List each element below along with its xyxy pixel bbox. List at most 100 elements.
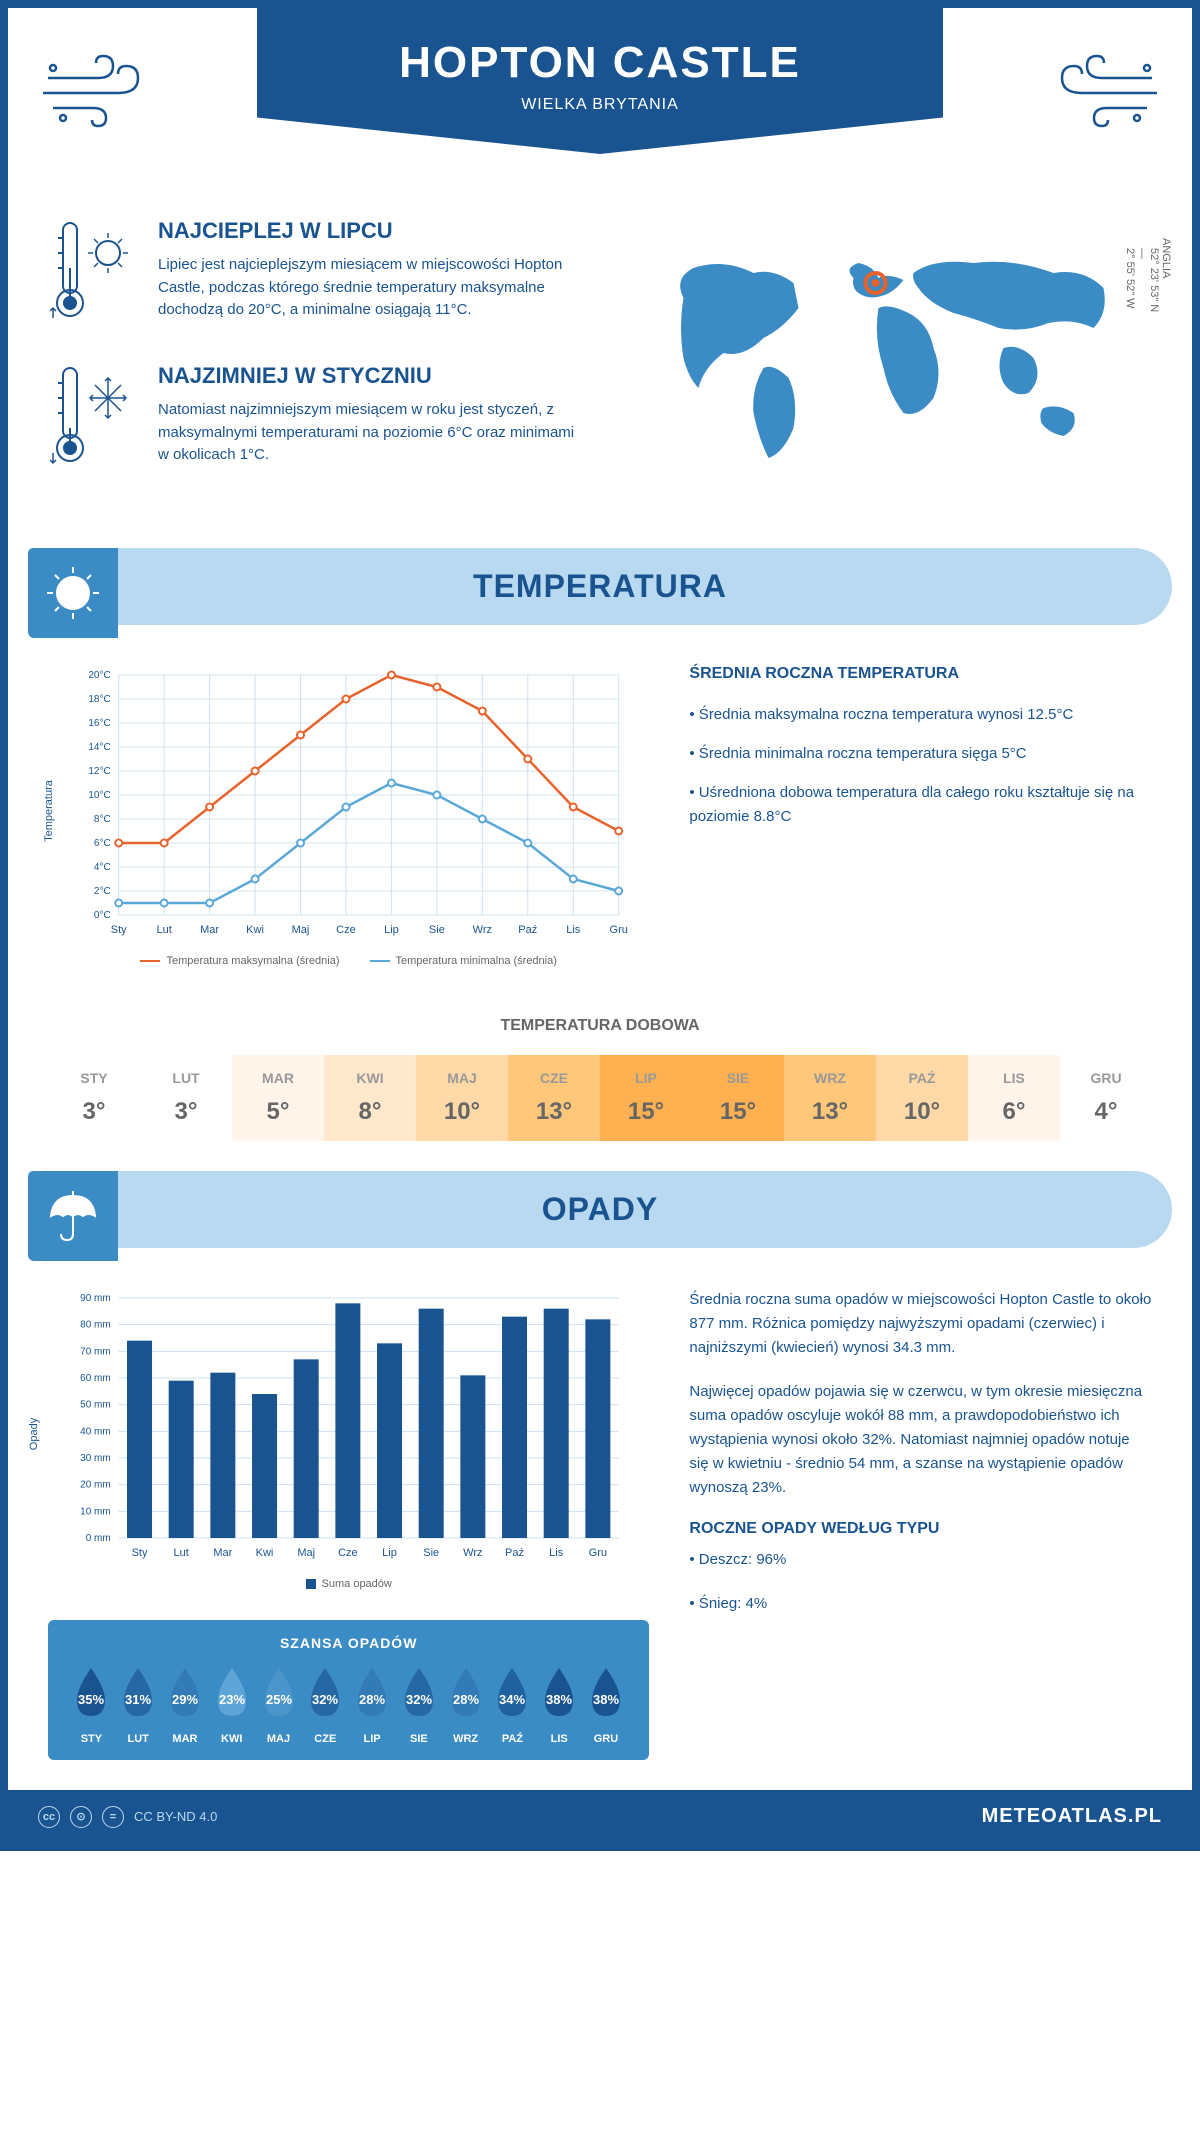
svg-text:23%: 23% (219, 1692, 245, 1707)
daily-temperature: TEMPERATURA DOBOWA STY3°LUT3°MAR5°KWI8°M… (8, 997, 1192, 1161)
chance-drop: 32%SIE (395, 1666, 442, 1745)
y-axis-label: Opady (28, 1418, 40, 1450)
site-name: METEOATLAS.PL (982, 1805, 1162, 1828)
svg-text:70 mm: 70 mm (80, 1346, 111, 1357)
svg-text:10 mm: 10 mm (80, 1506, 111, 1517)
svg-text:Sie: Sie (429, 924, 445, 936)
svg-text:31%: 31% (125, 1692, 151, 1707)
precip-text: Średnia roczna suma opadów w miejscowośc… (689, 1288, 1152, 1360)
title-banner: HOPTON CASTLE WIELKA BRYTANIA (257, 8, 943, 154)
sun-icon (28, 548, 118, 638)
temp-cell: SIE15° (692, 1055, 784, 1141)
temp-cell: PAŹ10° (876, 1055, 968, 1141)
coldest-block: NAJZIMNIEJ W STYCZNIU Natomiast najzimni… (48, 363, 585, 478)
by-icon: ⊙ (70, 1806, 92, 1828)
svg-text:2°C: 2°C (94, 886, 111, 897)
svg-text:Cze: Cze (338, 1547, 358, 1559)
svg-text:Gru: Gru (610, 924, 628, 936)
y-axis-label: Temperatura (43, 780, 55, 842)
svg-text:Wrz: Wrz (463, 1547, 482, 1559)
map-column: ANGLIA 52° 23' 53" N — 2° 55' 52" W (615, 218, 1152, 508)
svg-text:32%: 32% (312, 1692, 338, 1707)
svg-text:34%: 34% (499, 1692, 525, 1707)
svg-text:Kwi: Kwi (246, 924, 264, 936)
intro-section: NAJCIEPLEJ W LIPCU Lipiec jest najcieple… (8, 188, 1192, 538)
svg-text:Maj: Maj (292, 924, 310, 936)
page-container: HOPTON CASTLE WIELKA BRYTANIA NAJCIEPLEJ… (0, 0, 1200, 1851)
svg-text:35%: 35% (78, 1692, 104, 1707)
chance-drop: 35%STY (68, 1666, 115, 1745)
svg-text:Sie: Sie (423, 1547, 439, 1559)
svg-text:18°C: 18°C (88, 694, 110, 705)
svg-text:Mar: Mar (213, 1547, 232, 1559)
svg-text:10°C: 10°C (88, 790, 110, 801)
svg-text:50 mm: 50 mm (80, 1400, 111, 1411)
precipitation-chance-box: SZANSA OPADÓW 35%STY31%LUT29%MAR23%KWI25… (48, 1620, 649, 1760)
temp-cell: MAR5° (232, 1055, 324, 1141)
svg-text:14°C: 14°C (88, 742, 110, 753)
chance-drops: 35%STY31%LUT29%MAR23%KWI25%MAJ32%CZE28%L… (68, 1666, 629, 1745)
thermometer-snow-icon (48, 363, 138, 478)
cc-icon: cc (38, 1806, 60, 1828)
coldest-text: Natomiast najzimniejszym miesiącem w rok… (158, 399, 585, 467)
svg-text:Sty: Sty (111, 924, 127, 936)
svg-text:8°C: 8°C (94, 814, 111, 825)
chance-drop: 32%CZE (302, 1666, 349, 1745)
chance-drop: 38%GRU (583, 1666, 630, 1745)
chance-drop: 23%KWI (208, 1666, 255, 1745)
page-subtitle: WIELKA BRYTANIA (277, 96, 923, 114)
coordinates: ANGLIA 52° 23' 53" N — 2° 55' 52" W (1124, 238, 1172, 312)
chance-drop: 38%LIS (536, 1666, 583, 1745)
temp-cell: GRU4° (1060, 1055, 1152, 1141)
svg-text:Lip: Lip (382, 1547, 397, 1559)
temperature-section-header: TEMPERATURA (28, 548, 1172, 625)
precip-text: Najwięcej opadów pojawia się w czerwcu, … (689, 1380, 1152, 1500)
license-text: CC BY-ND 4.0 (134, 1809, 217, 1824)
warmest-block: NAJCIEPLEJ W LIPCU Lipiec jest najcieple… (48, 218, 585, 333)
svg-text:12°C: 12°C (88, 766, 110, 777)
svg-text:Lis: Lis (549, 1547, 564, 1559)
footer: cc ⊙ = CC BY-ND 4.0 METEOATLAS.PL (8, 1790, 1192, 1843)
svg-text:20°C: 20°C (88, 670, 110, 681)
temperature-info: ŚREDNIA ROCZNA TEMPERATURA • Średnia mak… (689, 665, 1152, 967)
precip-snow: • Śnieg: 4% (689, 1592, 1152, 1616)
temp-cell: STY3° (48, 1055, 140, 1141)
temp-cell: LUT3° (140, 1055, 232, 1141)
svg-text:20 mm: 20 mm (80, 1480, 111, 1491)
bar-legend: Suma opadów (48, 1578, 649, 1590)
svg-text:32%: 32% (406, 1692, 432, 1707)
temp-cell: CZE13° (508, 1055, 600, 1141)
warmest-text: Lipiec jest najcieplejszym miesiącem w m… (158, 254, 585, 322)
precip-rain: • Deszcz: 96% (689, 1548, 1152, 1572)
svg-text:Mar: Mar (200, 924, 219, 936)
temp-cell: LIS6° (968, 1055, 1060, 1141)
chance-drop: 28%LIP (349, 1666, 396, 1745)
svg-text:Lut: Lut (157, 924, 172, 936)
temp-cell: WRZ13° (784, 1055, 876, 1141)
svg-text:Sty: Sty (132, 1547, 148, 1559)
license-info: cc ⊙ = CC BY-ND 4.0 (38, 1806, 217, 1828)
svg-text:60 mm: 60 mm (80, 1373, 111, 1384)
svg-text:25%: 25% (266, 1692, 292, 1707)
header: HOPTON CASTLE WIELKA BRYTANIA (8, 8, 1192, 188)
svg-text:Lip: Lip (384, 924, 399, 936)
svg-text:28%: 28% (453, 1692, 479, 1707)
svg-text:Gru: Gru (589, 1547, 607, 1559)
page-title: HOPTON CASTLE (277, 38, 923, 88)
svg-text:38%: 38% (593, 1692, 619, 1707)
chance-drop: 25%MAJ (255, 1666, 302, 1745)
temperature-chart: Temperatura 0°C2°C4°C6°C8°C10°C12°C14°C1… (48, 665, 649, 967)
thermometer-sun-icon (48, 218, 138, 333)
svg-text:Cze: Cze (336, 924, 356, 936)
chance-drop: 28%WRZ (442, 1666, 489, 1745)
svg-text:Lis: Lis (566, 924, 581, 936)
warmest-title: NAJCIEPLEJ W LIPCU (158, 218, 585, 244)
daily-temp-title: TEMPERATURA DOBOWA (48, 1017, 1152, 1035)
svg-text:Paź: Paź (518, 924, 537, 936)
svg-text:6°C: 6°C (94, 838, 111, 849)
temperature-section: Temperatura 0°C2°C4°C6°C8°C10°C12°C14°C1… (8, 635, 1192, 997)
chance-drop: 31%LUT (115, 1666, 162, 1745)
svg-text:38%: 38% (546, 1692, 572, 1707)
temp-cell: KWI8° (324, 1055, 416, 1141)
precipitation-chart-column: Opady 0 mm10 mm20 mm30 mm40 mm50 mm60 mm… (48, 1288, 649, 1760)
